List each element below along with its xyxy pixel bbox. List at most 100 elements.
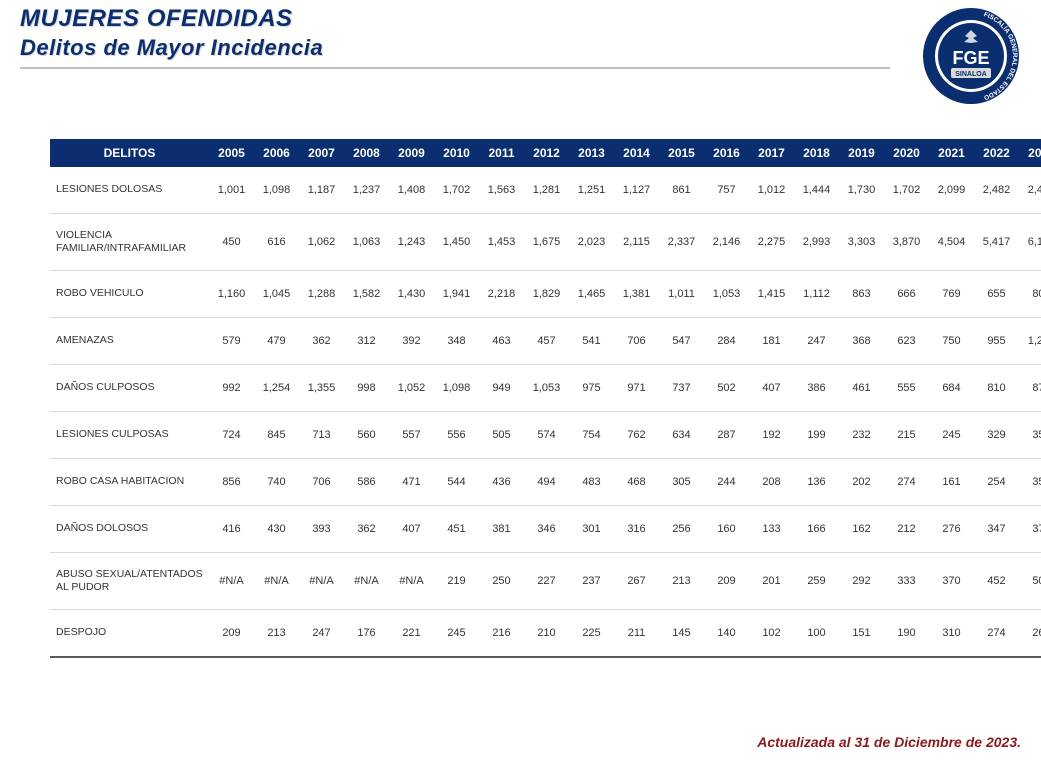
value-cell: 2,993 — [794, 214, 839, 271]
value-cell: 870 — [1019, 365, 1041, 412]
col-header-year: 2019 — [839, 139, 884, 167]
value-cell: 287 — [704, 412, 749, 459]
value-cell: 393 — [299, 506, 344, 553]
table-row: LESIONES DOLOSAS1,0011,0981,1871,2371,40… — [50, 167, 1041, 214]
table-row: AMENAZAS57947936231239234846345754170654… — [50, 318, 1041, 365]
value-cell: 100 — [794, 610, 839, 658]
value-cell: 1,206 — [1019, 318, 1041, 365]
value-cell: 1,415 — [749, 271, 794, 318]
value-cell: 998 — [344, 365, 389, 412]
value-cell: 762 — [614, 412, 659, 459]
table-row: VIOLENCIA FAMILIAR/INTRAFAMILIAR450616 1,… — [50, 214, 1041, 271]
value-cell: 305 — [659, 459, 704, 506]
value-cell: 199 — [794, 412, 839, 459]
value-cell: 2,337 — [659, 214, 704, 271]
value-cell: 684 — [929, 365, 974, 412]
value-cell: 192 — [749, 412, 794, 459]
col-header-year: 2016 — [704, 139, 749, 167]
value-cell: 102 — [749, 610, 794, 658]
value-cell: 407 — [749, 365, 794, 412]
col-header-year: 2005 — [209, 139, 254, 167]
value-cell: 557 — [389, 412, 434, 459]
value-cell: 1,011 — [659, 271, 704, 318]
col-header-year: 2014 — [614, 139, 659, 167]
value-cell: 740 — [254, 459, 299, 506]
col-header-year: 2015 — [659, 139, 704, 167]
value-cell: 616 — [254, 214, 299, 271]
col-header-delitos: DELITOS — [50, 139, 209, 167]
value-cell: 544 — [434, 459, 479, 506]
delito-name-cell: VIOLENCIA FAMILIAR/INTRAFAMILIAR — [50, 214, 209, 271]
value-cell: 1,001 — [209, 167, 254, 214]
value-cell: #N/A — [209, 553, 254, 610]
col-header-year: 2006 — [254, 139, 299, 167]
table-row: DAÑOS CULPOSOS9921,2541,3559981,0521,098… — [50, 365, 1041, 412]
value-cell: 502 — [704, 365, 749, 412]
value-cell: 1,675 — [524, 214, 569, 271]
value-cell: 346 — [524, 506, 569, 553]
value-cell: 2,218 — [479, 271, 524, 318]
delito-name-cell: DAÑOS CULPOSOS — [50, 365, 209, 412]
value-cell: 181 — [749, 318, 794, 365]
value-cell: 227 — [524, 553, 569, 610]
value-cell: 971 — [614, 365, 659, 412]
value-cell: 1,355 — [299, 365, 344, 412]
value-cell: 1,453 — [479, 214, 524, 271]
value-cell: 805 — [1019, 271, 1041, 318]
value-cell: 232 — [839, 412, 884, 459]
value-cell: 757 — [704, 167, 749, 214]
value-cell: 1,430 — [389, 271, 434, 318]
col-header-year: 2007 — [299, 139, 344, 167]
value-cell: 975 — [569, 365, 614, 412]
value-cell: 140 — [704, 610, 749, 658]
value-cell: 579 — [209, 318, 254, 365]
value-cell: 450 — [209, 214, 254, 271]
table-row: LESIONES CULPOSAS72484571356055755650557… — [50, 412, 1041, 459]
value-cell: 461 — [839, 365, 884, 412]
value-cell: 1,730 — [839, 167, 884, 214]
footer-note: Actualizada al 31 de Diciembre de 2023. — [757, 734, 1021, 750]
value-cell: 254 — [974, 459, 1019, 506]
value-cell: 216 — [479, 610, 524, 658]
delito-name-cell: ROBO CASA HABITACION — [50, 459, 209, 506]
value-cell: 370 — [929, 553, 974, 610]
value-cell: 634 — [659, 412, 704, 459]
value-cell: 215 — [884, 412, 929, 459]
value-cell: 329 — [974, 412, 1019, 459]
value-cell: 362 — [299, 318, 344, 365]
value-cell: 370 — [1019, 506, 1041, 553]
value-cell: 430 — [254, 506, 299, 553]
value-cell: 457 — [524, 318, 569, 365]
value-cell: 463 — [479, 318, 524, 365]
value-cell: 1,582 — [344, 271, 389, 318]
value-cell: 221 — [389, 610, 434, 658]
value-cell: 133 — [749, 506, 794, 553]
page-subtitle: Delitos de Mayor Incidencia — [20, 35, 1021, 61]
value-cell: 274 — [884, 459, 929, 506]
value-cell: 706 — [299, 459, 344, 506]
value-cell: 1,702 — [884, 167, 929, 214]
value-cell: 856 — [209, 459, 254, 506]
col-header-year: 2012 — [524, 139, 569, 167]
page-title: MUJERES OFENDIDAS — [20, 5, 1021, 33]
value-cell: 310 — [929, 610, 974, 658]
value-cell: 362 — [344, 506, 389, 553]
value-cell: 2,115 — [614, 214, 659, 271]
value-cell: 276 — [929, 506, 974, 553]
col-header-year: 2011 — [479, 139, 524, 167]
delito-name-cell: DESPOJO — [50, 610, 209, 658]
value-cell: 666 — [884, 271, 929, 318]
value-cell: 541 — [569, 318, 614, 365]
value-cell: 5,417 — [974, 214, 1019, 271]
value-cell: 245 — [929, 412, 974, 459]
delito-name-cell: ABUSO SEXUAL/ATENTADOS AL PUDOR — [50, 553, 209, 610]
value-cell: 263 — [1019, 610, 1041, 658]
delito-name-cell: AMENAZAS — [50, 318, 209, 365]
value-cell: 2,275 — [749, 214, 794, 271]
value-cell: 201 — [749, 553, 794, 610]
value-cell: 992 — [209, 365, 254, 412]
value-cell: 2,146 — [704, 214, 749, 271]
value-cell: 505 — [479, 412, 524, 459]
value-cell: 1,563 — [479, 167, 524, 214]
value-cell: 1,281 — [524, 167, 569, 214]
